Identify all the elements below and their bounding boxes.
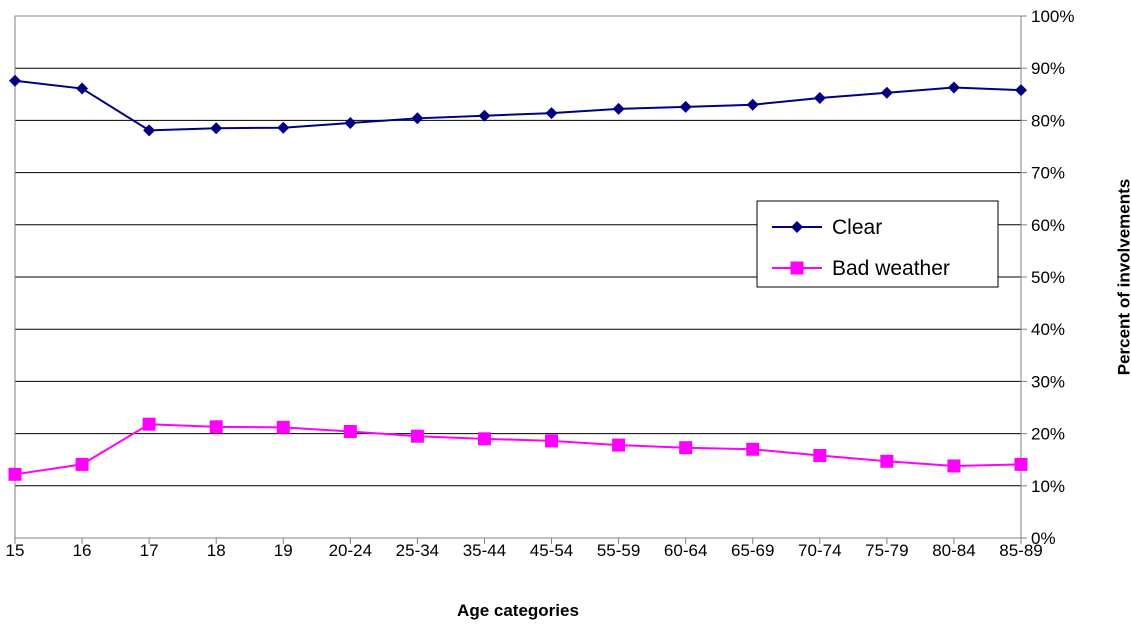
data-point (679, 441, 693, 455)
x-axis-title: Age categories (457, 601, 579, 620)
x-tick-label: 75-79 (865, 541, 908, 560)
y-tick-label: 0% (1031, 529, 1056, 548)
data-point (880, 86, 893, 99)
data-point (277, 121, 290, 134)
data-point (276, 420, 290, 434)
data-point (142, 417, 156, 431)
y-tick-label: 10% (1031, 477, 1065, 496)
legend: Clear Bad weather (756, 200, 999, 288)
legend-marker (791, 221, 803, 233)
data-point (209, 420, 223, 434)
legend-entry: Bad weather (772, 257, 950, 280)
series-bad-weather (8, 417, 1028, 481)
data-point (9, 74, 21, 87)
data-point (679, 100, 692, 113)
series (8, 74, 1028, 481)
data-point (343, 425, 357, 439)
x-tick-label: 60-64 (664, 541, 707, 560)
data-point (75, 457, 89, 471)
series-line (14, 79, 1022, 132)
data-point (612, 102, 625, 115)
data-point (76, 82, 89, 95)
x-tick-label: 65-69 (731, 541, 774, 560)
data-point (411, 112, 424, 125)
data-point (1014, 457, 1028, 471)
data-point (8, 467, 22, 481)
axes: 0% 10% 20% 30% 40% 50% 60% 70% 80% 90% 100% 15 16 17 1… (6, 7, 1075, 560)
x-tick-label: 70-74 (798, 541, 841, 560)
data-point (746, 442, 760, 456)
grid (15, 67, 1021, 487)
x-tick-label: 17 (140, 541, 159, 560)
legend-label: Bad weather (832, 257, 950, 280)
x-tick-label: 19 (274, 541, 293, 560)
y-tick-label: 60% (1031, 216, 1065, 235)
x-tick-label: 55-59 (597, 541, 640, 560)
data-point (947, 459, 961, 473)
y-tick-label: 90% (1031, 59, 1065, 78)
series-clear (9, 74, 1027, 137)
x-tick-label: 15 (6, 541, 25, 560)
data-point (947, 81, 960, 94)
y-tick-label: 40% (1031, 320, 1065, 339)
y-tick-label: 70% (1031, 164, 1065, 183)
data-point (545, 434, 559, 448)
data-point (478, 109, 491, 122)
x-tick-label: 85-89 (999, 541, 1042, 560)
series-line (14, 423, 1022, 476)
data-point (746, 98, 759, 111)
y-axis-title: Percent of involvements (1114, 179, 1131, 376)
legend-marker (790, 261, 804, 275)
x-tick-label: 80-84 (932, 541, 975, 560)
data-point (813, 91, 826, 104)
legend-entry: Clear (772, 216, 882, 239)
y-tick-label: 30% (1031, 372, 1065, 391)
data-point (813, 449, 827, 463)
data-point (880, 454, 894, 468)
x-tick-label: 20-24 (329, 541, 372, 560)
y-tick-label: 100% (1031, 7, 1074, 26)
data-point (410, 429, 424, 443)
data-point (210, 122, 223, 135)
data-point (143, 124, 156, 137)
data-point (612, 438, 626, 452)
y-tick-label: 20% (1031, 425, 1065, 444)
data-point (477, 432, 491, 446)
x-tick-label: 45-54 (530, 541, 573, 560)
x-tick-label: 18 (207, 541, 226, 560)
y-tick-label: 80% (1031, 111, 1065, 130)
data-point (1015, 84, 1027, 97)
y-tick-label: 50% (1031, 268, 1065, 287)
legend-label: Clear (832, 216, 882, 239)
x-tick-label: 16 (73, 541, 92, 560)
data-point (545, 107, 558, 120)
x-tick-label: 35-44 (463, 541, 506, 560)
x-tick-label: 25-34 (396, 541, 439, 560)
data-point (344, 117, 357, 130)
